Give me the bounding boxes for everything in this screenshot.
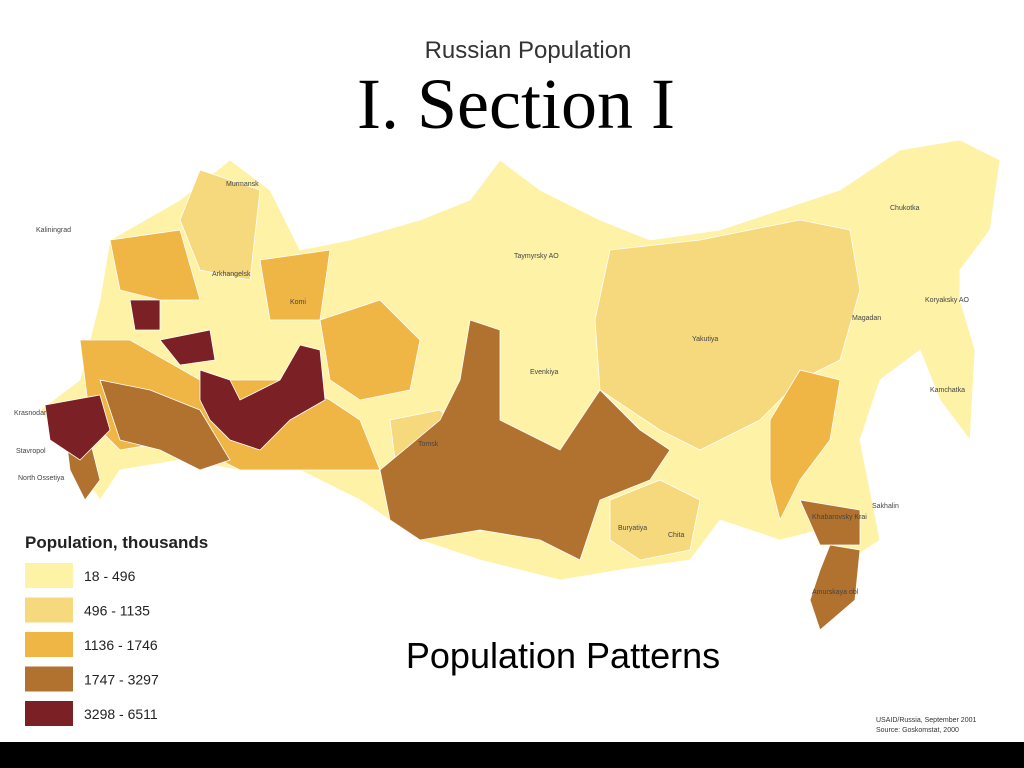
region-label: Stavropol xyxy=(16,448,46,455)
region xyxy=(809,544,861,631)
bottom-bar xyxy=(0,742,1024,768)
legend-swatch xyxy=(25,666,73,692)
source-note: USAID/Russia, September 2001 xyxy=(876,717,976,724)
slide-subtitle: Population Patterns xyxy=(406,635,720,676)
legend-label: 18 - 496 xyxy=(84,568,136,584)
legend-label: 1747 - 3297 xyxy=(84,672,159,688)
region xyxy=(99,379,231,471)
region-label: Amurskaya obl xyxy=(812,589,859,596)
region-label: Murmansk xyxy=(226,181,259,188)
region-label: Krasnodar xyxy=(14,410,47,417)
region xyxy=(129,299,161,331)
legend-swatch xyxy=(25,597,73,623)
region xyxy=(159,329,216,366)
legend: 18 - 496 496 - 1135 1136 - 1746 1747 - 3297… xyxy=(25,563,159,726)
region xyxy=(609,479,701,561)
region-labels: Kaliningrad Murmansk Arkhangelsk Komi Ta… xyxy=(14,181,970,596)
region-label: Komi xyxy=(290,299,306,306)
region xyxy=(769,369,841,522)
region xyxy=(319,299,421,401)
map-title: Russian Population xyxy=(425,37,632,64)
region-label: Kamchatka xyxy=(930,387,965,394)
map xyxy=(39,139,1001,631)
region xyxy=(109,229,201,301)
region-label: Yakutiya xyxy=(692,336,718,343)
legend-swatch xyxy=(25,701,73,726)
legend-label: 3298 - 6511 xyxy=(84,706,158,722)
region-label: Kaliningrad xyxy=(36,227,71,234)
legend-label: 1136 - 1746 xyxy=(84,637,158,653)
region xyxy=(379,319,671,561)
region xyxy=(199,344,326,451)
legend-label: 496 - 1135 xyxy=(84,603,150,619)
region xyxy=(259,249,331,321)
region-label: Tomsk xyxy=(418,441,439,448)
region-label: Chita xyxy=(668,532,684,539)
region xyxy=(799,499,861,546)
region-label: Chukotka xyxy=(890,205,920,212)
source-note: Source: Goskomstat, 2000 xyxy=(876,727,959,734)
region xyxy=(179,169,261,281)
region-label: Khabarovsky Krai xyxy=(812,514,867,521)
legend-swatch xyxy=(25,563,73,588)
slide-heading: I. Section I xyxy=(357,64,675,144)
legend-swatch xyxy=(25,632,73,657)
region-label: Taymyrsky AO xyxy=(514,253,559,260)
region-label: North Ossetiya xyxy=(18,475,64,482)
region-label: Evenkiya xyxy=(530,369,559,376)
legend-title: Population, thousands xyxy=(25,533,208,552)
region-label: Sakhalin xyxy=(872,503,899,510)
region-label: Koryaksky AO xyxy=(925,297,970,304)
region-label: Magadan xyxy=(852,315,881,322)
region-label: Arkhangelsk xyxy=(212,271,251,278)
region-label: Buryatiya xyxy=(618,525,647,532)
region xyxy=(44,394,111,461)
